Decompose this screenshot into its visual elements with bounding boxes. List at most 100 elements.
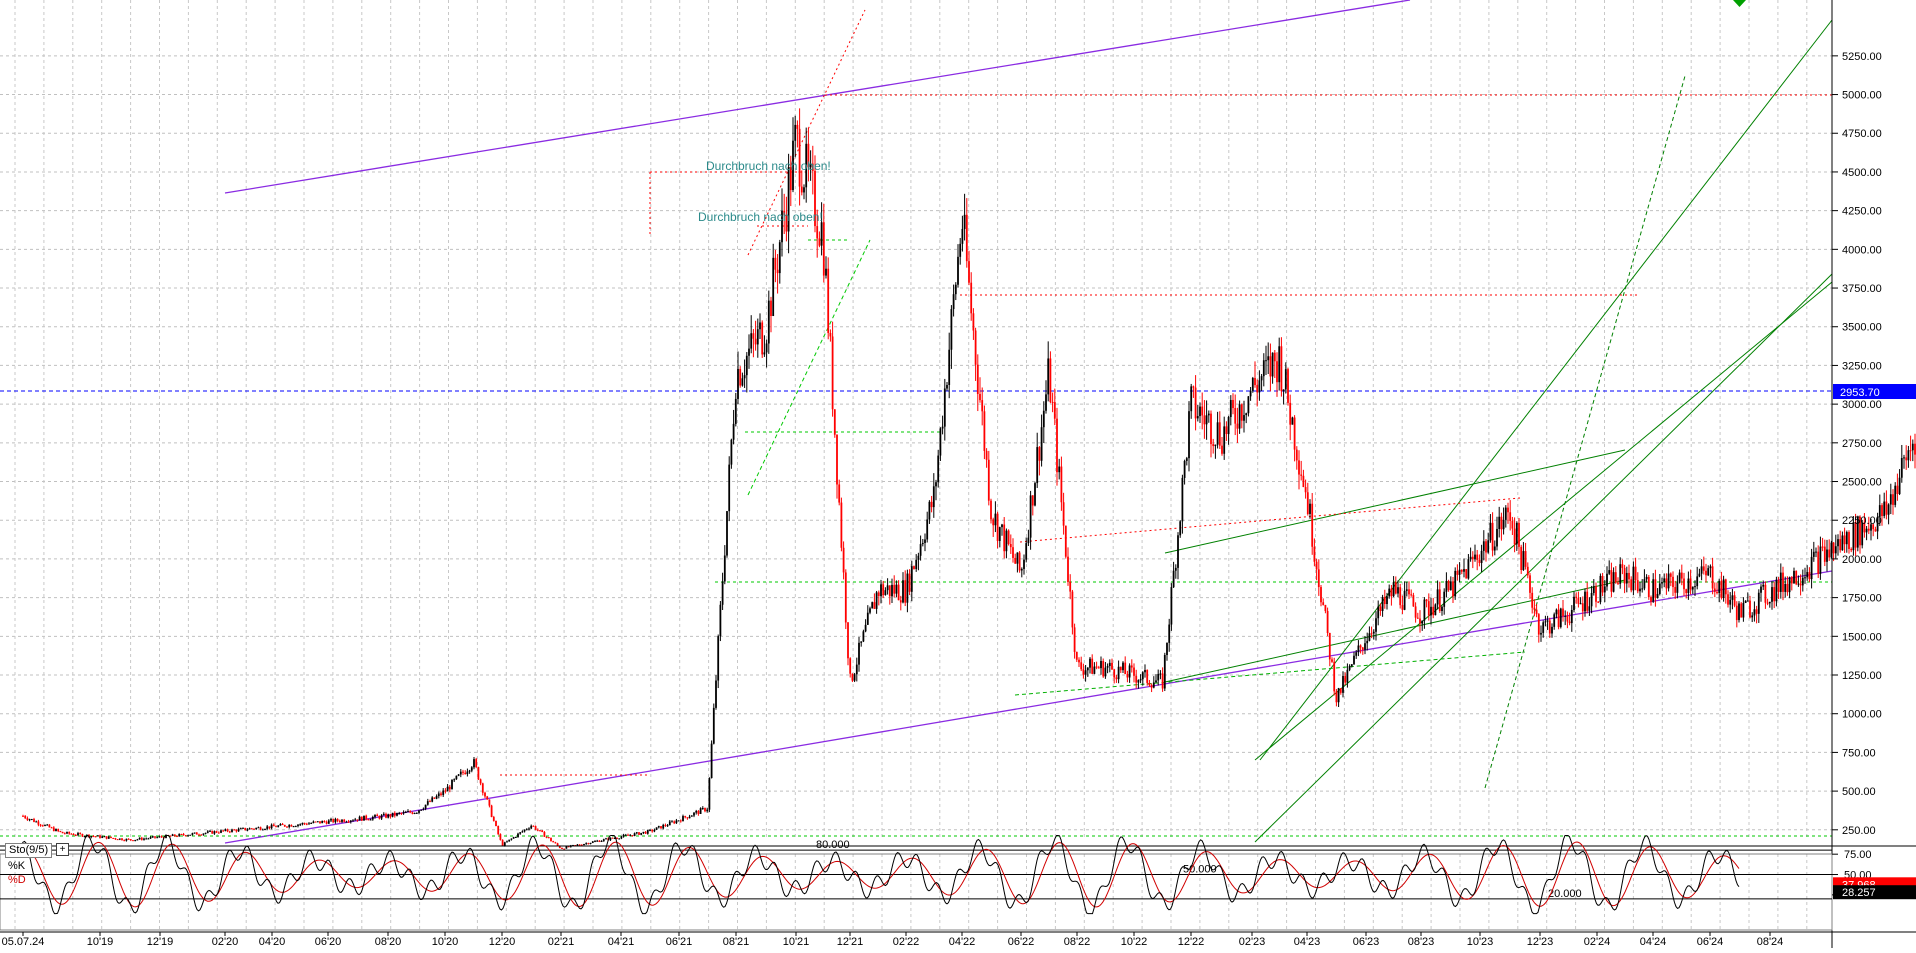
price-candle-body	[543, 831, 546, 837]
price-candle-body	[875, 592, 878, 609]
price-candle-body	[1170, 587, 1173, 625]
price-candle-body	[127, 838, 130, 840]
price-candle-body	[41, 825, 44, 827]
price-candle-body	[1086, 667, 1089, 671]
price-candle-body	[721, 581, 724, 605]
price-candle-body	[935, 482, 937, 487]
price-candle-body	[50, 827, 53, 829]
price-candle-body	[1225, 426, 1228, 435]
price-candle-body	[209, 830, 211, 832]
price-candle-body	[1311, 503, 1314, 547]
price-candle-body	[290, 824, 293, 827]
price-candle-body	[1586, 591, 1589, 611]
price-candle-body	[239, 828, 242, 830]
price-candle-body	[1408, 589, 1410, 595]
price-candle-body	[453, 779, 456, 781]
price-candle-body	[1166, 642, 1168, 656]
price-candle-body	[1537, 614, 1540, 635]
price-candle-body	[840, 502, 843, 548]
price-candle-body	[1020, 568, 1023, 571]
indicator-label[interactable]: Sto(9/5)	[5, 843, 53, 858]
price-candle-body	[1130, 665, 1133, 668]
price-candle-body	[1898, 477, 1901, 494]
price-candle-body	[723, 555, 726, 582]
price-candle-body	[77, 833, 79, 836]
price-candle-body	[651, 829, 654, 832]
price-candle-body	[1867, 528, 1870, 531]
price-candle-body	[1683, 578, 1685, 590]
price-candle-body	[1621, 564, 1624, 568]
price-candle-body	[697, 811, 700, 814]
price-candle-body	[970, 282, 973, 314]
price-candle-body	[1647, 576, 1650, 598]
price-candle-body	[512, 837, 515, 839]
price-candle-body	[862, 631, 865, 642]
price-candle-body	[1080, 662, 1083, 670]
price-candle-body	[1295, 449, 1298, 461]
price-candle-body	[638, 832, 640, 835]
price-candle-body	[1907, 450, 1910, 461]
price-candle-body	[415, 812, 418, 814]
price-candle-body	[798, 128, 801, 187]
y-tick-label: 1500.00	[1842, 631, 1882, 643]
price-candle-body	[488, 799, 491, 806]
x-tick-label: 08'21	[723, 936, 750, 948]
price-candle-body	[118, 838, 121, 840]
price-candle-body	[1335, 691, 1338, 703]
price-candle-body	[957, 256, 959, 285]
price-candle-body	[1410, 594, 1413, 596]
trend-channel-line	[1254, 281, 1833, 761]
price-candle-body	[869, 608, 871, 613]
price-candle-body	[1691, 586, 1694, 590]
price-candle-body	[382, 813, 385, 816]
price-candle-body	[1256, 385, 1259, 393]
price-candle-body	[822, 222, 825, 276]
price-candle-body	[1784, 583, 1787, 592]
price-candle-body	[171, 834, 174, 837]
price-candle-body	[1137, 680, 1140, 683]
price-candle-body	[110, 836, 112, 838]
price-candle-body	[1155, 680, 1157, 683]
price-candle-body	[1414, 606, 1417, 618]
price-candle-body	[305, 823, 308, 825]
price-candle-body	[814, 170, 816, 227]
price-candle-body	[1630, 579, 1633, 591]
price-candle-body	[803, 187, 805, 193]
price-candle-body	[794, 124, 797, 141]
price-candle-body	[1139, 679, 1142, 681]
price-candle-body	[1003, 524, 1006, 552]
price-candle-body	[1465, 569, 1468, 579]
price-candle-body	[532, 825, 535, 827]
price-candle-body	[1067, 556, 1069, 582]
x-tick-label: 06'24	[1697, 936, 1724, 948]
price-candle-body	[101, 836, 104, 838]
price-candle-body	[1434, 604, 1437, 616]
price-candle-body	[1834, 546, 1837, 554]
price-candle-body	[1889, 494, 1892, 505]
price-candle-body	[213, 831, 216, 834]
price-candle-body	[24, 815, 27, 819]
price-candle-body	[1878, 505, 1881, 517]
price-candle-body	[1357, 645, 1360, 653]
price-candle-body	[413, 812, 416, 814]
price-candle-body	[1804, 577, 1806, 579]
price-candle-body	[294, 826, 297, 828]
price-candle-body	[759, 322, 761, 330]
price-candle-body	[1447, 580, 1450, 591]
price-candle-body	[1645, 576, 1648, 580]
plus-box-icon[interactable]: +	[56, 843, 69, 856]
price-candle-body	[330, 819, 332, 821]
price-candle-body	[92, 836, 95, 838]
price-candle-body	[734, 398, 737, 424]
price-candle-body	[1870, 524, 1872, 531]
price-candle-body	[393, 812, 396, 816]
price-candle-body	[963, 214, 966, 229]
price-candle-body	[233, 829, 236, 831]
price-candle-body	[371, 816, 374, 820]
price-candle-body	[1542, 622, 1545, 633]
price-candle-body	[1562, 608, 1564, 617]
price-candle-body	[1643, 579, 1646, 589]
price-candle-body	[1817, 551, 1820, 574]
price-candle-body	[792, 140, 794, 191]
